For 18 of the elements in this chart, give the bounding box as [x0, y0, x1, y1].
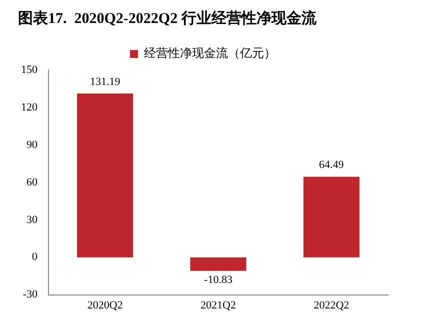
y-tick-label: 60	[26, 176, 38, 188]
chart-title: 图表17. 2020Q2-2022Q2 行业经营性净现金流	[18, 8, 318, 27]
bar	[190, 257, 246, 271]
data-label: 131.19	[90, 76, 121, 88]
bar	[303, 176, 360, 258]
y-tick-label: 150	[21, 64, 38, 76]
legend-label: 经营性净现金流（亿元）	[144, 46, 276, 60]
x-tick-label: 2020Q2	[87, 299, 123, 312]
data-label: 64.49	[319, 159, 344, 172]
y-tick-label: 30	[26, 214, 38, 226]
bar	[77, 93, 134, 258]
y-tick-label: 0	[32, 251, 38, 264]
y-tick-label: 120	[21, 101, 38, 114]
y-tick-label: 90	[26, 138, 38, 151]
data-label: -10.83	[204, 274, 233, 286]
y-tick-label: -30	[22, 288, 38, 301]
x-tick-label: 2022Q2	[314, 299, 350, 312]
x-tick-label: 2021Q2	[200, 299, 236, 312]
